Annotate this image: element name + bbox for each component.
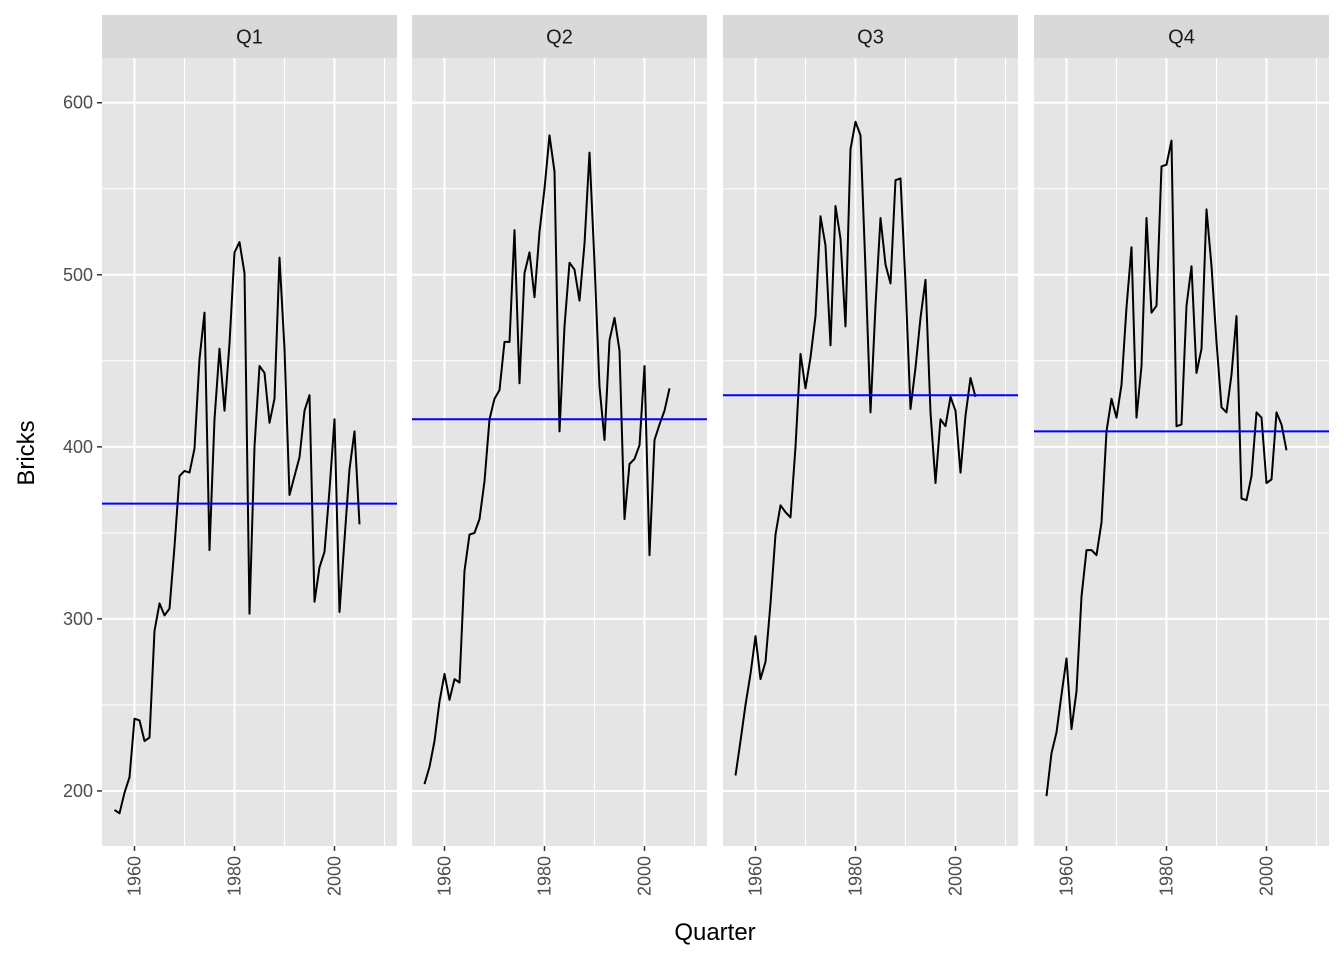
x-axis-title: Quarter [674, 919, 755, 946]
x-tick-label: 1960 [435, 856, 455, 896]
x-tick-label: 2000 [325, 856, 345, 896]
panel-q1: Q1 1960 1980 2000 [102, 15, 397, 896]
facet-strip-label: Q3 [857, 27, 884, 49]
panel-background [412, 58, 707, 846]
panel-q2: Q2 1960 1980 2000 [412, 15, 707, 896]
panel-q4: Q4 1960 1980 2000 [1034, 15, 1329, 896]
x-tick-label: 1960 [125, 856, 145, 896]
x-tick-label: 1980 [535, 856, 555, 896]
panel-background [723, 58, 1018, 846]
facet-strip [1034, 15, 1329, 58]
x-tick-label: 1960 [1057, 856, 1077, 896]
series-line [734, 120, 977, 776]
x-tick-label: 1960 [746, 856, 766, 896]
series-line [423, 134, 671, 785]
facet-strip-label: Q2 [546, 27, 573, 49]
y-tick-label: 500 [63, 265, 93, 285]
y-tick-label: 400 [63, 437, 93, 457]
y-tick-label: 200 [63, 781, 93, 801]
x-tick-label: 1980 [846, 856, 866, 896]
facet-strip-label: Q1 [236, 27, 263, 49]
y-tick-label: 600 [63, 93, 93, 113]
x-tick-label: 1980 [1157, 856, 1177, 896]
x-tick-label: 2000 [635, 856, 655, 896]
series-line [113, 241, 361, 815]
panel-background [1034, 58, 1329, 846]
y-axis: 200 300 400 500 600 [63, 93, 102, 801]
series-line [1045, 139, 1288, 797]
y-axis-title: Bricks [13, 420, 40, 485]
x-tick-label: 2000 [1257, 856, 1277, 896]
panel-q3: Q3 1960 1980 2000 [723, 15, 1018, 896]
facet-strip [723, 15, 1018, 58]
panels-layer: Q1 1960 1980 2000 Q2 1960 1980 2000 Q3 1960 1980 20… [102, 15, 1329, 896]
facet-strip [412, 15, 707, 58]
y-tick-label: 300 [63, 609, 93, 629]
facet-strip [102, 15, 397, 58]
x-tick-label: 1980 [225, 856, 245, 896]
facet-strip-label: Q4 [1168, 27, 1195, 49]
x-tick-label: 2000 [946, 856, 966, 896]
